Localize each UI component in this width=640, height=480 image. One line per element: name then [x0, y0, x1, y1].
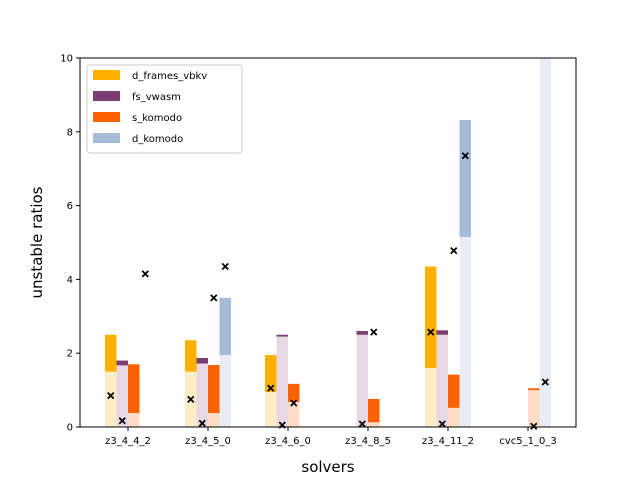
bar-range-s_komodo-z3_4_6_0	[288, 383, 300, 402]
x-tick-label-z3_4_4_2: z3_4_4_2	[105, 436, 151, 447]
bar-range-d_frames_vbkv-z3_4_6_0	[265, 355, 277, 392]
bar-base-d_komodo-cvc5_1_0_3	[539, 58, 551, 427]
legend: d_frames_vbkv fs_vwasm s_komodo d_komodo	[86, 64, 243, 154]
x-tick-label-z3_4_5_0: z3_4_5_0	[185, 436, 231, 447]
legend-swatch-s_komodo	[93, 112, 120, 122]
y-tick-label-4: 4	[67, 275, 73, 286]
x-tick-label-z3_4_8_5: z3_4_8_5	[345, 436, 391, 447]
marker-z3_4_4_2-1	[118, 417, 126, 425]
bar-range-d_komodo-z3_4_5_0	[219, 297, 231, 356]
marker-z3_4_5_0-3	[187, 395, 195, 403]
bar-range-fs_vwasm-z3_4_11_2	[436, 330, 448, 335]
y-tick-label-6: 6	[67, 201, 73, 212]
bar-base-d_frames_vbkv-z3_4_6_0	[265, 391, 277, 427]
bar-range-s_komodo-z3_4_4_2	[128, 364, 140, 413]
y-tick-label-8: 8	[67, 127, 73, 138]
bar-range-s_komodo-z3_4_8_5	[368, 398, 380, 423]
marker-cvc5_1_0_3-17	[541, 378, 549, 386]
marker-z3_4_8_5-10	[358, 420, 366, 428]
y-tick-label-0: 0	[67, 423, 73, 434]
bar-range-d_frames_vbkv-z3_4_5_0	[185, 340, 197, 372]
marker-z3_4_4_2-2	[141, 270, 149, 278]
x-axis-label: solvers	[301, 458, 354, 476]
bar-range-fs_vwasm-z3_4_4_2	[116, 360, 128, 366]
bar-range-s_komodo-cvc5_1_0_3	[528, 388, 540, 391]
marker-z3_4_11_2-12	[427, 328, 435, 336]
bar-base-d_frames_vbkv-z3_4_4_2	[105, 371, 117, 427]
plot-frame	[79, 57, 577, 428]
bar-base-d_frames_vbkv-z3_4_11_2	[425, 367, 437, 427]
marker-z3_4_11_2-13	[438, 420, 446, 428]
marker-z3_4_11_2-14	[450, 246, 458, 255]
marker-z3_4_6_0-9	[290, 399, 298, 407]
bar-range-d_komodo-z3_4_11_2	[459, 119, 471, 237]
x-tick-label-z3_4_6_0: z3_4_6_0	[265, 436, 311, 447]
marker-z3_4_11_2-15	[461, 152, 469, 160]
bar-range-fs_vwasm-z3_4_6_0	[276, 334, 288, 337]
marker-z3_4_4_2-0	[107, 391, 115, 400]
marker-cvc5_1_0_3-16	[530, 422, 538, 430]
legend-swatch-d_frames_vbkv	[93, 70, 120, 80]
bar-base-s_komodo-z3_4_11_2	[448, 407, 460, 427]
marker-z3_4_5_0-4	[198, 419, 206, 427]
bar-range-d_frames_vbkv-z3_4_4_2	[105, 334, 117, 372]
legend-label-fs_vwasm: fs_vwasm	[132, 92, 181, 103]
y-axis-ticks: 0 2 4 6 8 10	[60, 54, 80, 434]
bar-base-d_komodo-z3_4_11_2	[459, 236, 471, 427]
bar-range-d_frames_vbkv-z3_4_11_2	[425, 266, 437, 368]
bars-layer	[105, 58, 551, 427]
bar-base-fs_vwasm-z3_4_11_2	[436, 334, 448, 427]
bar-range-s_komodo-z3_4_5_0	[208, 365, 220, 413]
legend-swatch-fs_vwasm	[93, 91, 120, 101]
bar-base-s_komodo-z3_4_5_0	[208, 412, 220, 427]
y-axis-label: unstable ratios	[28, 186, 46, 298]
bar-range-fs_vwasm-z3_4_5_0	[196, 357, 208, 364]
x-tick-label-cvc5_1_0_3: cvc5_1_0_3	[499, 436, 556, 447]
marker-z3_4_8_5-11	[370, 328, 378, 336]
y-tick-label-2: 2	[67, 349, 73, 360]
bar-base-s_komodo-z3_4_8_5	[368, 422, 380, 427]
legend-label-s_komodo: s_komodo	[132, 113, 182, 124]
legend-frame	[86, 64, 243, 154]
bar-base-fs_vwasm-z3_4_4_2	[116, 365, 128, 427]
bar-base-fs_vwasm-z3_4_5_0	[196, 363, 208, 427]
marker-z3_4_6_0-7	[267, 384, 275, 392]
marker-z3_4_5_0-5	[210, 294, 218, 302]
bar-base-s_komodo-cvc5_1_0_3	[528, 390, 540, 427]
legend-swatch-d_komodo	[93, 133, 120, 143]
markers-layer	[107, 152, 549, 430]
legend-label-d_frames_vbkv: d_frames_vbkv	[132, 71, 207, 82]
marker-z3_4_5_0-6	[221, 262, 229, 271]
bar-base-s_komodo-z3_4_6_0	[288, 401, 300, 427]
bar-range-s_komodo-z3_4_11_2	[448, 374, 460, 408]
bar-base-s_komodo-z3_4_4_2	[128, 412, 140, 427]
bar-base-d_komodo-z3_4_5_0	[219, 355, 231, 427]
x-tick-label-z3_4_11_2: z3_4_11_2	[422, 436, 474, 447]
bar-base-fs_vwasm-z3_4_8_5	[356, 334, 368, 427]
legend-label-d_komodo: d_komodo	[132, 134, 183, 145]
x-axis-ticks: z3_4_4_2 z3_4_5_0 z3_4_6_0 z3_4_8_5 z3_4_11_…	[105, 427, 557, 447]
y-tick-label-10: 10	[60, 54, 73, 65]
bar-base-fs_vwasm-z3_4_6_0	[276, 336, 288, 427]
bar-range-fs_vwasm-z3_4_8_5	[356, 331, 368, 335]
